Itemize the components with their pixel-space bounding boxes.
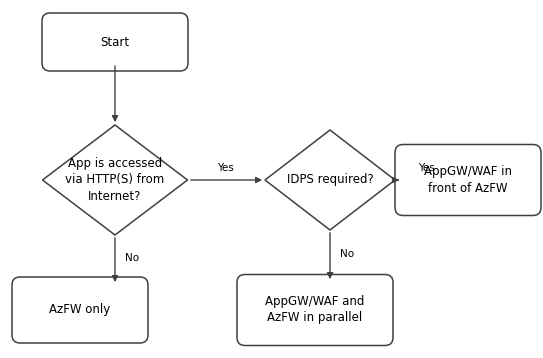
FancyBboxPatch shape [12, 277, 148, 343]
Text: App is accessed
via HTTP(S) from
Internet?: App is accessed via HTTP(S) from Interne… [65, 158, 165, 203]
Polygon shape [265, 130, 395, 230]
Text: AppGW/WAF and
AzFW in parallel: AppGW/WAF and AzFW in parallel [266, 295, 365, 324]
Text: No: No [125, 253, 139, 263]
Text: Start: Start [100, 35, 130, 48]
Text: No: No [340, 249, 354, 259]
Text: AzFW only: AzFW only [49, 304, 111, 316]
Text: Yes: Yes [418, 163, 434, 173]
FancyBboxPatch shape [42, 13, 188, 71]
FancyBboxPatch shape [237, 275, 393, 345]
Text: AppGW/WAF in
front of AzFW: AppGW/WAF in front of AzFW [424, 165, 512, 194]
FancyBboxPatch shape [395, 145, 541, 216]
Text: Yes: Yes [217, 163, 233, 173]
Text: IDPS required?: IDPS required? [287, 174, 374, 187]
Polygon shape [42, 125, 187, 235]
